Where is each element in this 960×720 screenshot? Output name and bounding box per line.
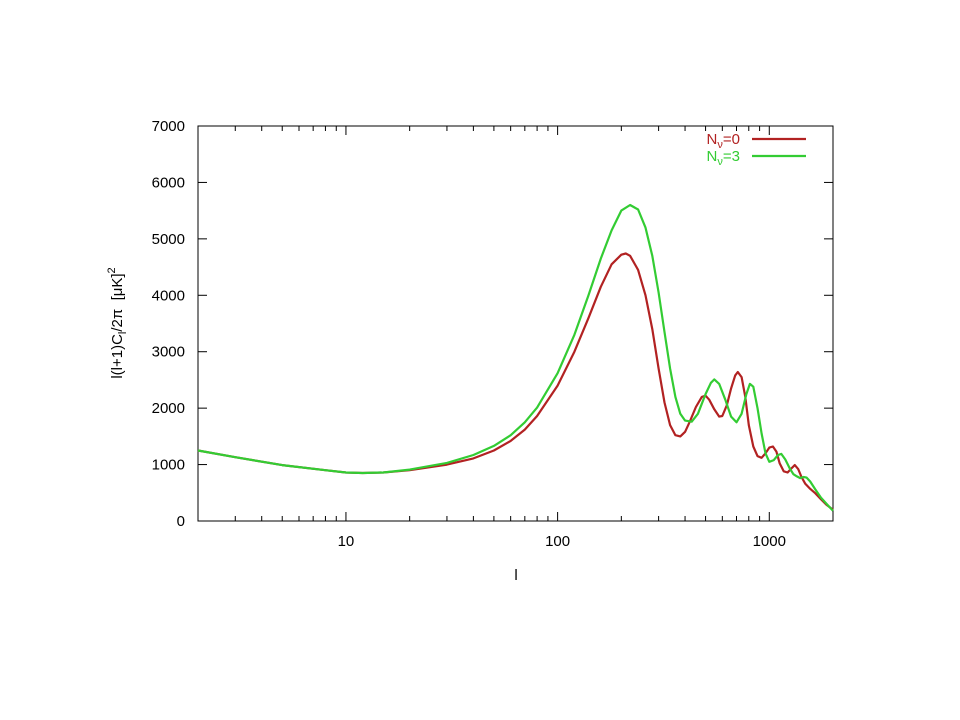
y-axis-label: l(l+1)Cl/2π [μK]2 [106,267,129,378]
series-line-0 [197,252,834,511]
y-tick-label: 3000 [152,344,185,361]
y-axis-label-unit: /2π [μK] [109,273,126,331]
series-line-1 [197,203,834,512]
y-tick-label: 2000 [152,400,185,417]
x-tick-label: 100 [545,533,570,550]
x-tick-label: 10 [338,533,355,550]
legend: Nν=0Nν=3 [707,131,806,168]
y-tick-label: 6000 [152,174,185,191]
y-tick-label: 0 [177,513,185,530]
series-layer [197,203,834,512]
plot-frame [197,125,834,522]
y-tick-label: 5000 [152,231,185,248]
legend-label-1: Nν=3 [707,148,740,168]
y-tick-label: 1000 [152,457,185,474]
legend-label-0: Nν=0 [707,131,740,151]
y-tick-label: 7000 [152,118,185,135]
x-axis-label: l [514,567,517,584]
y-tick-label: 4000 [152,287,185,304]
y-axis-label-main: l(l+1)C [109,334,126,379]
x-tick-label: 1000 [753,533,786,550]
axis-ticks: 0 1000 2000 3000 4000 5000 6000 7000 10 100 1000 [152,118,834,550]
y-axis-label-subscript: l [117,332,129,334]
y-axis-label-superscript: 2 [106,267,118,273]
